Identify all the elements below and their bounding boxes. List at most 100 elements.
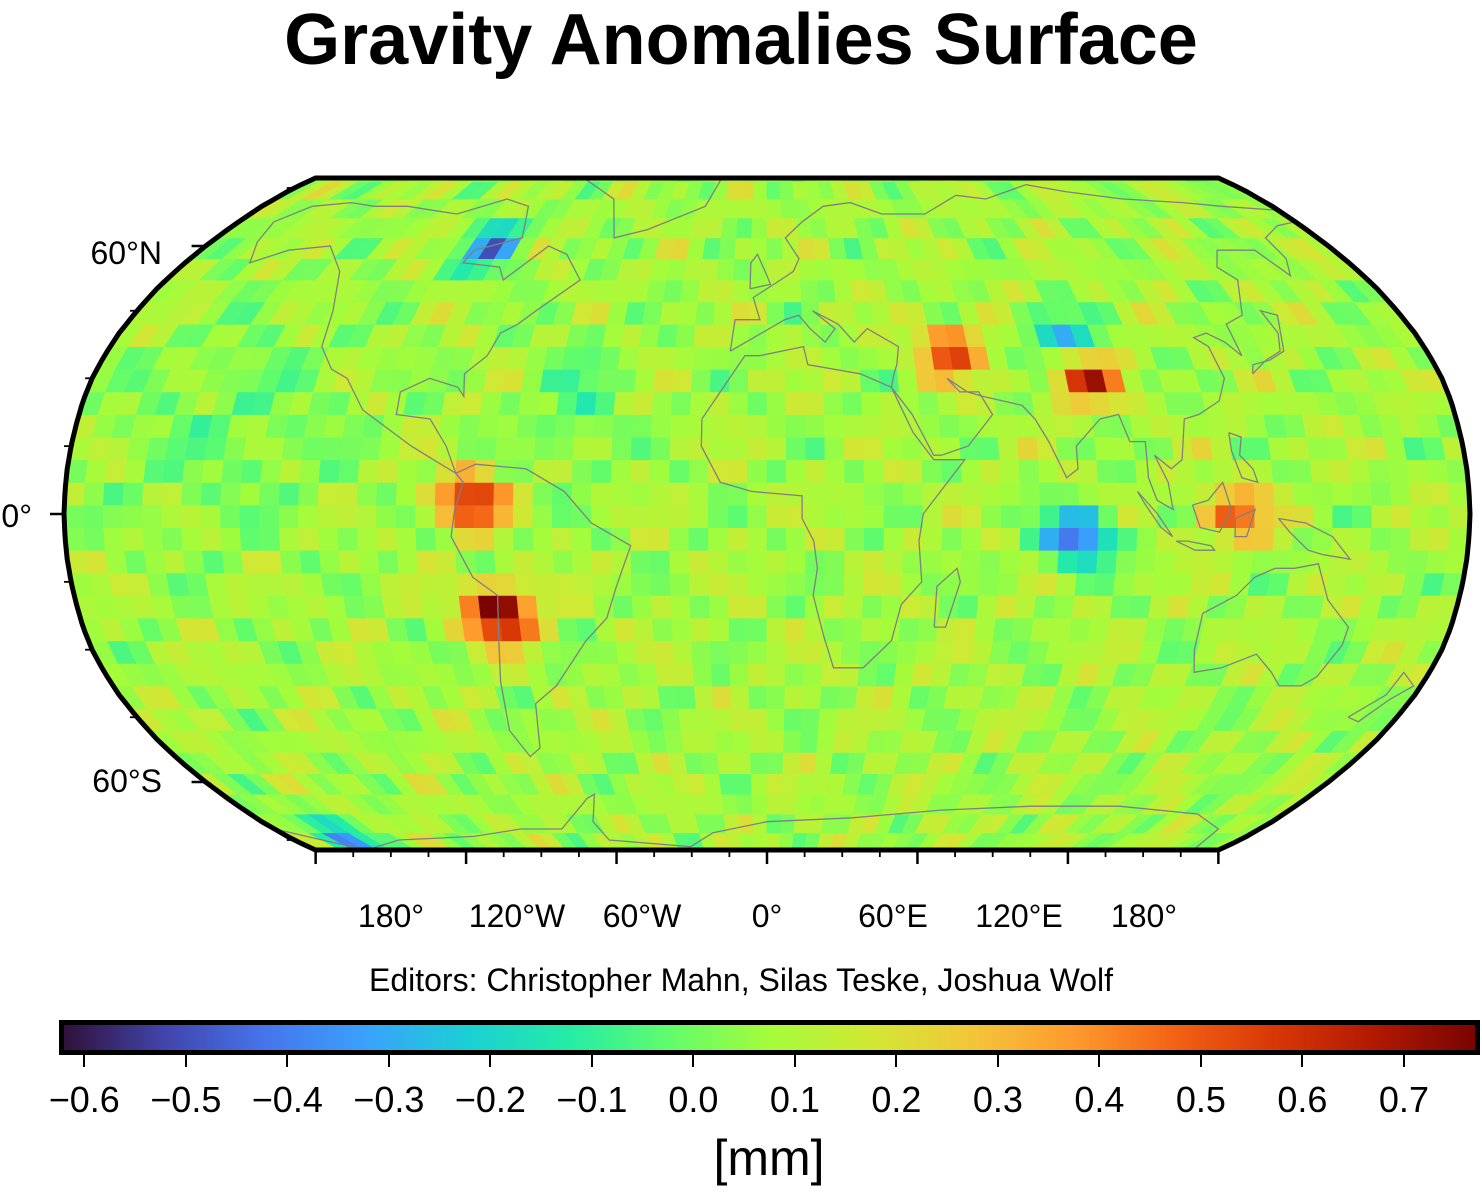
colorbar-tick [83,1055,86,1067]
field-cell [766,832,781,850]
field-cell [278,527,301,551]
field-cell [1076,549,1099,574]
field-cell [785,595,806,619]
field-cell [657,685,679,709]
field-cell [454,504,475,528]
field-cell [532,549,555,574]
field-cell [653,368,675,393]
field-cell [1248,436,1272,461]
field-cell [1018,459,1041,483]
field-cell [299,459,322,483]
field-cell [593,595,615,619]
field-cell [921,459,943,483]
field-cell [1058,527,1080,551]
field-cell [796,773,816,795]
field-cell [1309,459,1333,483]
field-cell [876,346,898,370]
field-cell [862,414,884,438]
colorbar-tick [489,1055,492,1067]
field-cell [689,572,710,596]
field-cell [677,301,699,325]
field-cell [980,481,1002,506]
field-cell [1071,595,1095,619]
colorbar-tick-label: 0.1 [769,1079,820,1120]
field-cell [416,549,439,574]
field-cell [678,707,699,731]
field-cell [957,414,980,438]
field-cell [995,595,1018,619]
field-cell [708,549,729,574]
field-cell [142,527,165,551]
field-cell [797,237,816,260]
field-cell [1096,459,1119,483]
lat-label-0: 0° [1,498,32,534]
field-cell [621,685,644,709]
field-cell [785,572,807,596]
colorbar-tick-label: 0.5 [1175,1079,1226,1120]
field-cell [439,595,463,619]
field-cell [558,368,582,393]
field-cell [675,685,697,709]
field-cell [861,595,883,619]
field-cell [1272,527,1295,551]
colorbar-tick-label: 0.7 [1378,1079,1429,1120]
field-cell [458,414,481,438]
field-cell [573,414,596,438]
field-cell [200,481,223,506]
field-cell [1329,459,1352,483]
colorbar-tick [286,1055,289,1067]
field-cell [497,595,520,619]
colorbar-tick [590,1055,593,1067]
field-cell [818,301,839,325]
field-cell [747,572,768,596]
field-cell [733,258,752,281]
field-cell [473,481,495,506]
field-cell [615,640,638,664]
field-cell [1253,481,1275,506]
field-cell [659,301,682,325]
field-cell [1058,481,1080,506]
field-cell [1192,549,1216,574]
field-cell [896,368,919,393]
field-cell [844,527,866,551]
colorbar-tick-label: 0.0 [668,1079,719,1120]
field-cell [955,391,978,415]
field-cell [259,504,280,528]
field-cell [201,459,225,483]
field-cell [362,595,387,619]
field-cell [1076,459,1099,483]
field-cell [728,368,749,393]
field-cell [710,640,731,664]
field-cell [902,481,924,506]
field-cell [766,707,786,731]
field-cell [824,572,845,596]
field-cell [780,198,797,219]
field-cell [713,301,733,325]
field-cell [634,368,656,393]
field-cell [420,595,444,619]
field-cell [1097,481,1119,506]
field-cell [629,527,651,551]
field-cell [1272,481,1295,506]
field-cell [1135,459,1157,483]
field-cell [857,662,879,687]
field-cell [281,436,305,461]
field-cell [997,436,1020,461]
field-cell [539,368,563,393]
field-cell [844,504,865,528]
field-cell [143,549,167,574]
field-cell [1000,481,1022,506]
field-cell [955,617,978,642]
field-cell [338,549,361,574]
field-cell [1113,436,1136,461]
field-cell [783,279,803,303]
field-cell [512,527,534,551]
colorbar-tick [996,1055,999,1067]
field-cell [537,617,561,642]
coastline [1234,508,1257,538]
field-cell [896,640,919,664]
field-cell [822,368,844,393]
field-cell [512,481,534,506]
field-cell [650,414,672,438]
field-cell [578,640,601,664]
